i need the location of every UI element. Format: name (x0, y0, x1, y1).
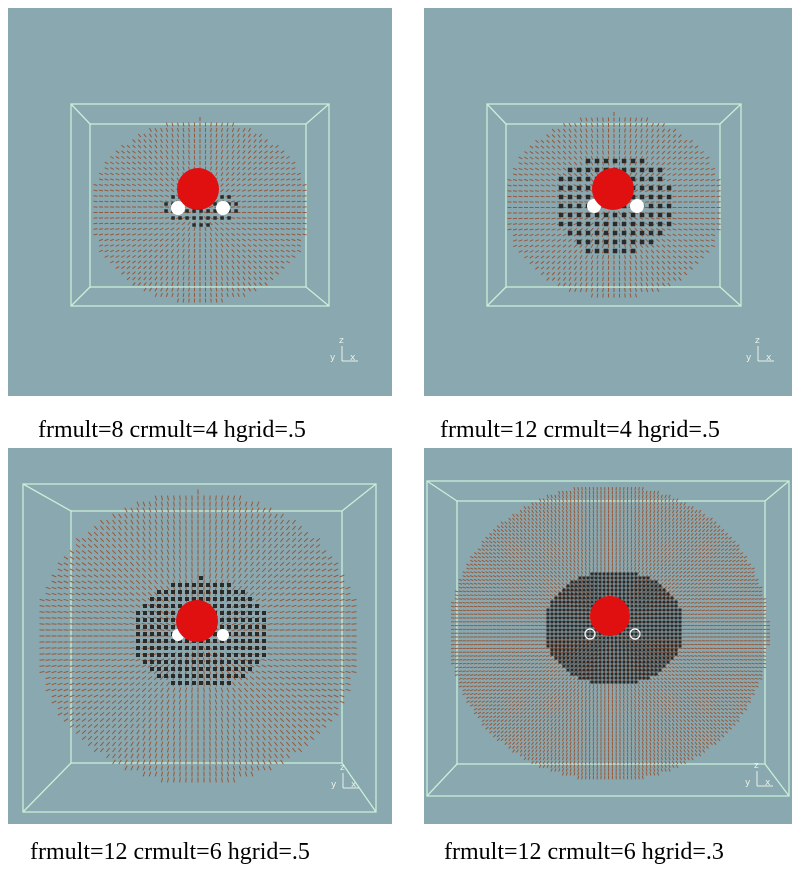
svg-text:y: y (331, 780, 337, 790)
hydrogen-atom-right (216, 201, 230, 215)
render-panel-2: z y x (424, 8, 792, 396)
hydrogen-atom-left (584, 628, 596, 640)
bounding-box (70, 103, 330, 307)
coarse-grid (136, 576, 266, 685)
fine-grid (39, 489, 357, 783)
oxygen-atom (590, 596, 630, 636)
axis-triad: z y x (746, 336, 774, 363)
svg-text:x: x (351, 780, 357, 790)
hydrogen-atom-right (630, 199, 644, 213)
svg-text:y: y (745, 778, 751, 788)
axis-triad: z y x (745, 761, 773, 788)
axis-triad: z y x (331, 763, 359, 790)
oxygen-atom (176, 600, 218, 642)
render-panel-4: z y x (424, 448, 792, 824)
caption-panel-4: frmult=12 crmult=6 hgrid=.3 (444, 839, 724, 865)
svg-text:y: y (746, 353, 752, 363)
hydrogen-atom-right (217, 629, 229, 641)
fine-grid (93, 117, 307, 303)
molecule-render-4: z y x (426, 480, 790, 797)
svg-text:z: z (340, 763, 345, 773)
caption-panel-1: frmult=8 crmult=4 hgrid=.5 (38, 417, 306, 443)
svg-text:z: z (755, 336, 760, 346)
molecule-render-2: z y x (486, 103, 774, 363)
caption-panel-2: frmult=12 crmult=4 hgrid=.5 (440, 417, 720, 443)
axis-triad: z y x (330, 336, 358, 363)
molecule-render-3: z y x (22, 483, 377, 813)
bounding-box (486, 103, 742, 307)
caption-panel-3: frmult=12 crmult=6 hgrid=.5 (30, 839, 310, 865)
svg-text:y: y (330, 353, 336, 363)
svg-text:z: z (754, 761, 759, 771)
bounding-box (426, 480, 790, 797)
render-panel-1: z y x (8, 8, 392, 396)
hydrogen-atom-left (171, 201, 185, 215)
oxygen-atom (592, 168, 634, 210)
svg-text:z: z (339, 336, 344, 346)
fine-grid (507, 112, 721, 298)
hydrogen-atom-right (629, 628, 641, 640)
hydrogen-atoms (171, 201, 230, 215)
svg-text:x: x (765, 778, 771, 788)
molecule-render-1: z y x (70, 103, 358, 363)
hydrogen-atoms (584, 628, 641, 640)
svg-text:x: x (766, 353, 772, 363)
render-panel-3: z y x (8, 448, 392, 824)
oxygen-atom (177, 168, 219, 210)
svg-text:x: x (350, 353, 356, 363)
